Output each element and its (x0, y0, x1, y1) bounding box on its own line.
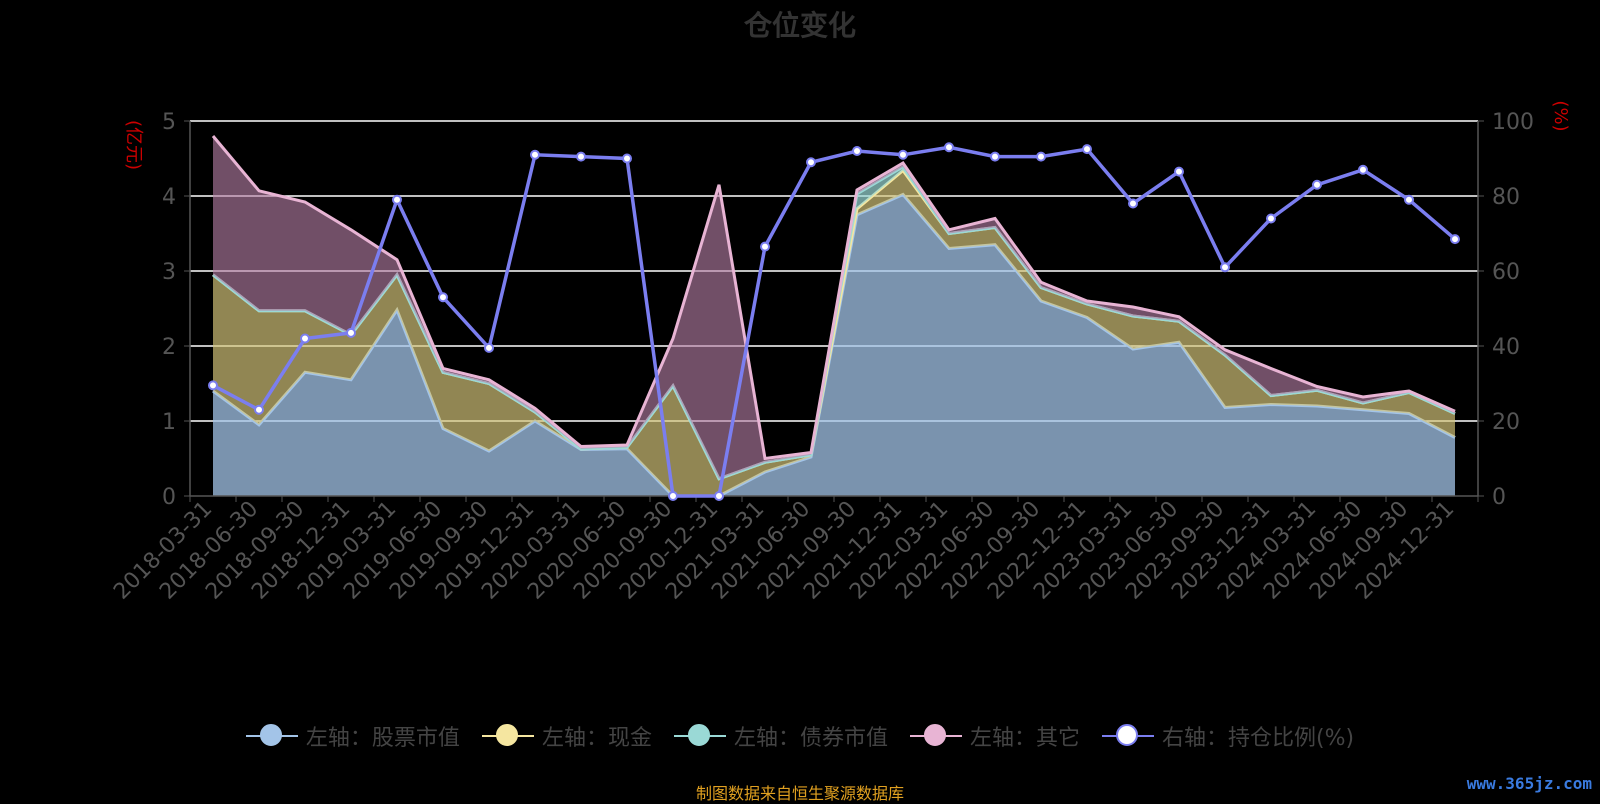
chart-legend: 左轴：股票市值 左轴：现金 左轴：债券市值 左轴：其它 右轴：持仓比例(%) (0, 720, 1600, 752)
legend-label: 左轴：债券市值 (733, 726, 888, 751)
ratio-point (852, 146, 862, 156)
ratio-point (668, 491, 678, 501)
y-left-tick-label: 1 (162, 410, 176, 435)
ratio-point (1312, 179, 1322, 190)
y-left-tick-label: 2 (162, 335, 176, 360)
ratio-point (1266, 213, 1276, 224)
ratio-point (1082, 144, 1092, 155)
legend-item-ratio[interactable]: 右轴：持仓比例(%) (1101, 720, 1355, 752)
area-stock (213, 194, 1455, 496)
ratio-point (1450, 234, 1460, 245)
source-note: 制图数据来自恒生聚源数据库 (695, 784, 904, 803)
legend-swatch-icon (481, 724, 534, 748)
legend-swatch-icon (909, 724, 962, 748)
ratio-point (300, 333, 310, 344)
ratio-point (944, 142, 954, 153)
ratio-point (760, 241, 770, 252)
ratio-point (898, 149, 908, 160)
ratio-point (806, 157, 816, 168)
y-left-tick-label: 3 (162, 260, 176, 285)
ratio-point (254, 404, 264, 415)
legend-swatch-icon (245, 724, 298, 748)
y-right-tick-label: 100 (1492, 110, 1534, 135)
ratio-line-series (208, 142, 1460, 501)
chart-title: 仓位变化 (743, 9, 856, 42)
ratio-point (990, 151, 1000, 162)
ratio-point (1358, 164, 1368, 175)
watermark: www.365jz.com (1466, 774, 1592, 793)
y-axis-left-label: (亿元) (123, 120, 144, 170)
y-right-tick-label: 20 (1492, 410, 1520, 435)
area-line-other (211, 135, 1456, 461)
y-right-tick-label: 40 (1492, 335, 1520, 360)
legend-item-stock[interactable]: 左轴：股票市值 (245, 720, 460, 752)
legend-swatch-icon (1101, 724, 1154, 748)
y-left-tick-label: 0 (162, 485, 176, 510)
ratio-point (1220, 262, 1230, 273)
ratio-point (1404, 194, 1414, 205)
ratio-point (576, 151, 586, 162)
y-axis-right-label: (%) (1550, 100, 1571, 131)
y-left-tick-label: 5 (162, 110, 176, 135)
ratio-point (346, 327, 356, 338)
legend-item-other[interactable]: 左轴：其它 (909, 720, 1080, 752)
y-right-tick-label: 60 (1492, 260, 1520, 285)
legend-item-cash[interactable]: 左轴：现金 (481, 720, 652, 752)
legend-label: 左轴：股票市值 (305, 726, 460, 751)
ratio-point (438, 292, 448, 303)
y-right-tick-label: 80 (1492, 185, 1520, 210)
legend-item-bond[interactable]: 左轴：债券市值 (673, 720, 888, 752)
legend-label: 右轴：持仓比例(%) (1161, 726, 1355, 751)
ratio-point (714, 491, 724, 501)
ratio-point (208, 380, 218, 391)
ratio-point (1128, 198, 1138, 209)
y-left-tick-label: 4 (162, 185, 176, 210)
ratio-point (530, 149, 540, 160)
ratio-point (1174, 166, 1184, 177)
legend-swatch-icon (673, 724, 726, 748)
ratio-point (622, 153, 632, 164)
legend-label: 左轴：现金 (541, 726, 652, 751)
ratio-line (212, 145, 1457, 498)
stacked-areas (211, 135, 1456, 498)
legend-label: 左轴：其它 (969, 726, 1080, 751)
ratio-point (392, 194, 402, 205)
ratio-point (484, 342, 494, 353)
ratio-point (1036, 151, 1046, 162)
y-right-tick-label: 0 (1492, 485, 1506, 510)
